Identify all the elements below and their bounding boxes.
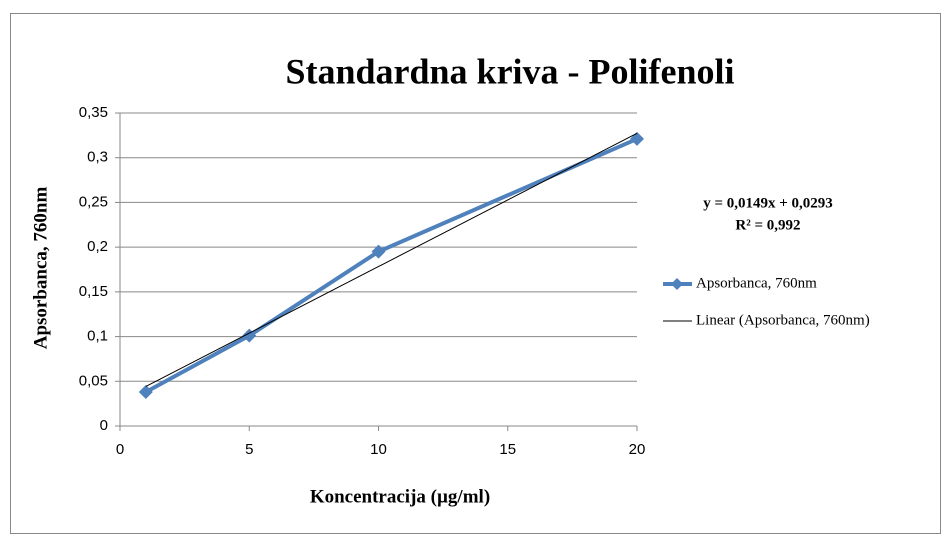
y-tick-label: 0,15 [79, 283, 108, 300]
y-tick-label: 0,1 [87, 328, 108, 345]
x-tick-label: 5 [245, 441, 253, 458]
legend-marker [671, 278, 683, 290]
trendline-equation: y = 0,0149x + 0,0293 [703, 195, 833, 211]
x-tick-label: 20 [629, 441, 646, 458]
y-tick-label: 0,25 [79, 193, 108, 210]
trendline-r2: R² = 0,992 [735, 217, 800, 233]
x-tick-label: 10 [370, 441, 387, 458]
trendline [145, 132, 638, 387]
chart-title: Standardna kriva - Polifenoli [285, 51, 734, 91]
y-tick-label: 0,35 [79, 104, 108, 121]
series-line [144, 137, 638, 394]
x-axis-label: Koncentracija (µg/ml) [310, 486, 490, 507]
x-tick-label: 0 [116, 441, 124, 458]
chart-frame [10, 13, 941, 534]
legend-label: Linear (Apsorbanca, 760nm) [696, 312, 870, 328]
data-point [371, 244, 386, 259]
legend-label: Apsorbanca, 760nm [696, 275, 817, 291]
y-tick-label: 0,2 [87, 238, 108, 255]
data-point [138, 385, 153, 400]
x-tick-label: 15 [499, 441, 516, 458]
y-tick-label: 0 [100, 417, 108, 434]
data-point [242, 328, 257, 343]
y-tick-label: 0,3 [87, 149, 108, 166]
y-axis-label: Apsorbanca, 760nm [30, 187, 51, 350]
y-tick-label: 0,05 [79, 372, 108, 389]
